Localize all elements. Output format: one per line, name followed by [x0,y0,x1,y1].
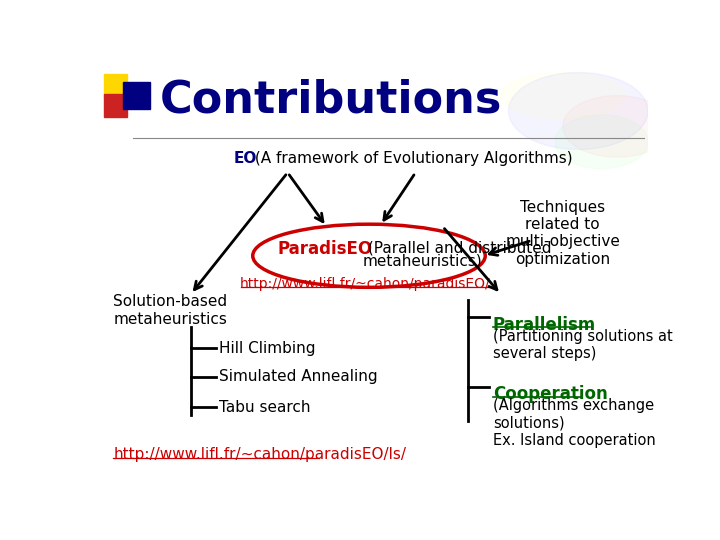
Text: http://www.lifl.fr/~cahon/paradisEO/ls/: http://www.lifl.fr/~cahon/paradisEO/ls/ [113,447,406,462]
Polygon shape [555,115,648,168]
Bar [104,74,127,97]
Polygon shape [563,96,671,157]
Text: (Partitioning solutions at
several steps): (Partitioning solutions at several steps… [493,329,672,361]
Bar [104,94,127,117]
Text: (Algorithms exchange
solutions)
Ex. Island cooperation: (Algorithms exchange solutions) Ex. Isla… [493,398,656,448]
Text: ParadisEO: ParadisEO [277,240,373,258]
Text: Contributions: Contributions [160,79,502,122]
Text: EO: EO [233,151,257,166]
Text: Solution-based
metaheuristics: Solution-based metaheuristics [113,294,228,327]
Text: (A framework of Evolutionary Algorithms): (A framework of Evolutionary Algorithms) [251,151,573,166]
Text: (Parallel and distributed: (Parallel and distributed [363,240,552,255]
Text: Parallelism: Parallelism [493,316,596,334]
Text: metaheuristics): metaheuristics) [363,253,482,268]
Polygon shape [508,72,648,150]
Bar [122,82,150,110]
Text: http://www.lifl.fr/~cahon/paradisEO/: http://www.lifl.fr/~cahon/paradisEO/ [240,278,490,291]
Polygon shape [500,72,625,119]
Text: Tabu search: Tabu search [220,400,311,415]
Text: Techniques
related to
multi-objective
optimization: Techniques related to multi-objective op… [505,200,620,267]
Text: Simulated Annealing: Simulated Annealing [220,369,378,384]
Text: Hill Climbing: Hill Climbing [220,341,316,356]
Text: Cooperation: Cooperation [493,385,608,403]
